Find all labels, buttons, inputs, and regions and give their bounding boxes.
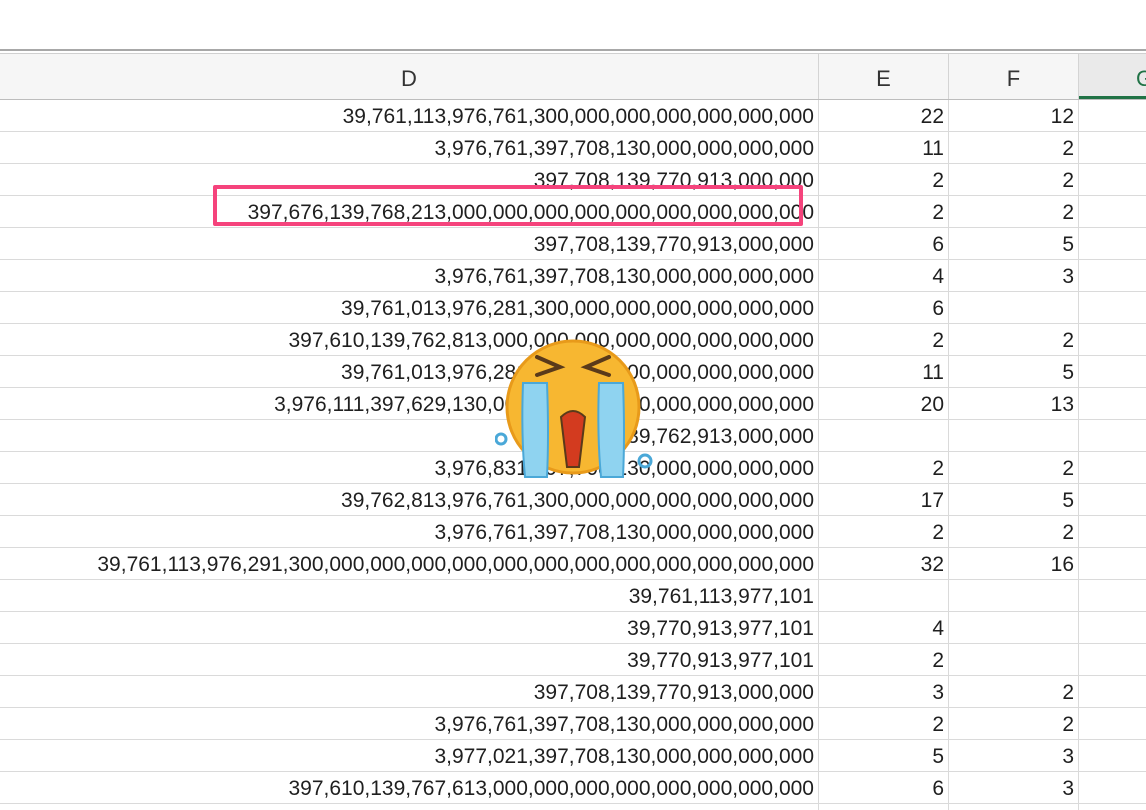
cell-e[interactable]: 4 <box>932 265 944 288</box>
cell-f[interactable]: 3 <box>1062 265 1074 288</box>
cell-e[interactable]: 6 <box>932 297 944 320</box>
cell-d[interactable]: 39,770,913,977,101 <box>627 617 814 640</box>
cell-f[interactable]: 2 <box>1062 521 1074 544</box>
formula-bar-divider <box>0 53 1146 54</box>
cell-e[interactable]: 2 <box>932 457 944 480</box>
column-header-f[interactable]: F <box>949 54 1079 99</box>
table-row: 39,770,913,977,101 4 <box>0 612 1146 644</box>
cell-e[interactable]: 2 <box>932 201 944 224</box>
cell-e[interactable] <box>819 580 944 611</box>
cell-e[interactable]: 2 <box>932 521 944 544</box>
cell-e[interactable]: 22 <box>920 105 944 128</box>
column-header-d[interactable]: D <box>0 54 819 99</box>
cell-f[interactable]: 12 <box>1050 105 1074 128</box>
table-row: 3,977,021,397,708,130,000,000,000,000 5 3 <box>0 740 1146 772</box>
gridline-e-f <box>948 100 949 810</box>
cell-f[interactable]: 5 <box>1062 233 1074 256</box>
cell-e[interactable]: 11 <box>922 137 944 160</box>
cell-d[interactable]: 3,976,761,397,708,130,000,000,000,000 <box>434 713 814 736</box>
table-row: 39,761,113,977,101 <box>0 580 1146 612</box>
cell-f[interactable]: 2 <box>1062 169 1074 192</box>
cell-d[interactable]: 39,761,113,976,761,300,000,000,000,000,0… <box>342 105 814 128</box>
cell-f[interactable]: 13 <box>1050 393 1074 416</box>
table-row: 3,976,761,397,708,130,000,000,000,000 4 3 <box>0 260 1146 292</box>
cell-e[interactable]: 5 <box>932 745 944 768</box>
cell-f[interactable]: 2 <box>1062 713 1074 736</box>
cell-d[interactable]: 3,976,761,397,708,130,000,000,000,000 <box>434 137 814 160</box>
table-row: 3,976,761,397,708,130,000,000,000,000 2 2 <box>0 516 1146 548</box>
table-row: 39,761,113,976,291,300,000,000,000,000,0… <box>0 548 1146 580</box>
cell-e[interactable]: 32 <box>920 553 944 576</box>
cell-e[interactable]: 2 <box>932 169 944 192</box>
cell-d[interactable]: 3,976,761,397,708,130,000,000,000,000 <box>434 265 814 288</box>
cell-e[interactable]: 2 <box>932 649 944 672</box>
cell-e[interactable]: 20 <box>920 393 944 416</box>
cell-f[interactable]: 2 <box>1062 329 1074 352</box>
cell-d[interactable]: 39,761,113,977,101 <box>628 585 814 608</box>
column-header-e[interactable]: E <box>819 54 949 99</box>
cell-f[interactable]: 2 <box>1062 681 1074 704</box>
cell-f[interactable]: 5 <box>1062 361 1074 384</box>
table-row: 397,708,139,770,913,000,000 3 2 <box>0 676 1146 708</box>
cell-f[interactable] <box>949 644 1074 675</box>
cell-f[interactable]: 2 <box>1062 201 1074 224</box>
highlight-box <box>213 185 803 226</box>
table-row: 39,770,913,977,101 2 <box>0 644 1146 676</box>
cell-d[interactable]: 397,610,139,762,813,000,000,000,000,000,… <box>288 329 814 352</box>
cell-d[interactable]: 3,976,761,397,708,130,000,000,000,000 <box>434 521 814 544</box>
cell-d[interactable]: 39,761,013,976,281,300,000,000,000,000,0… <box>341 297 814 320</box>
table-row: 39,762,813,976,761,300,000,000,000,000,0… <box>0 484 1146 516</box>
cell-e[interactable]: 2 <box>932 329 944 352</box>
toolbar-area <box>0 0 1146 50</box>
cell-f[interactable] <box>949 292 1074 323</box>
cell-d[interactable]: 397,610,139,767,613,000,000,000,000,000,… <box>288 777 814 800</box>
cell-e[interactable]: 11 <box>922 361 944 384</box>
cell-d[interactable]: 3,977,021,397,708,130,000,000,000,000 <box>434 745 814 768</box>
gridline-f-g <box>1078 100 1079 810</box>
cell-e[interactable]: 2 <box>932 713 944 736</box>
cell-e[interactable]: 3 <box>932 681 944 704</box>
table-row: 397,676,139,768,213,000,000,000,000,000,… <box>0 196 1146 228</box>
active-column-indicator <box>1079 96 1146 99</box>
crying-face-icon <box>494 335 655 485</box>
cell-d[interactable]: 39,761,113,976,291,300,000,000,000,000,0… <box>97 553 814 576</box>
table-row: 397,708,139,770,913,000,000 6 5 <box>0 228 1146 260</box>
cell-d[interactable]: 39,762,813,976,761,300,000,000,000,000,0… <box>341 489 814 512</box>
cell-e[interactable]: 6 <box>932 233 944 256</box>
table-row: 3,976,761,397,708,130,000,000,000,000 11 2 <box>0 132 1146 164</box>
cell-d[interactable]: 39,770,913,977,101 <box>627 649 814 672</box>
cell-f[interactable]: 3 <box>1062 777 1074 800</box>
cell-d[interactable]: 397,676,139,768,213,000,000,000,000,000,… <box>247 201 814 224</box>
table-row: 397,610,139,767,613,000,000,000,000,000,… <box>0 772 1146 804</box>
toolbar-divider <box>0 49 1146 51</box>
cell-f[interactable]: 5 <box>1062 489 1074 512</box>
cell-d[interactable]: 397,708,139,770,913,000,000 <box>533 681 814 704</box>
cell-f[interactable]: 3 <box>1062 745 1074 768</box>
cell-f[interactable]: 2 <box>1062 457 1074 480</box>
table-row: 39,761,113,976,761,300,000,000,000,000,0… <box>0 100 1146 132</box>
cell-f[interactable] <box>949 612 1074 643</box>
cell-e[interactable]: 17 <box>920 489 944 512</box>
column-header-g[interactable]: G <box>1079 54 1146 99</box>
cell-e[interactable] <box>819 420 944 451</box>
cell-f[interactable] <box>949 580 1074 611</box>
cell-f[interactable] <box>949 420 1074 451</box>
table-row: 39,761,013,976,281,300,000,000,000,000,0… <box>0 292 1146 324</box>
cell-f[interactable]: 16 <box>1050 553 1074 576</box>
cell-e[interactable]: 4 <box>932 617 944 640</box>
cell-e[interactable]: 6 <box>932 777 944 800</box>
cell-f[interactable]: 2 <box>1062 137 1074 160</box>
table-row: 3,976,761,397,708,130,000,000,000,000 2 2 <box>0 708 1146 740</box>
gridline-d-e <box>818 100 819 810</box>
column-header-bar: D E F G <box>0 54 1146 100</box>
cell-d[interactable]: 397,708,139,770,913,000,000 <box>533 233 814 256</box>
